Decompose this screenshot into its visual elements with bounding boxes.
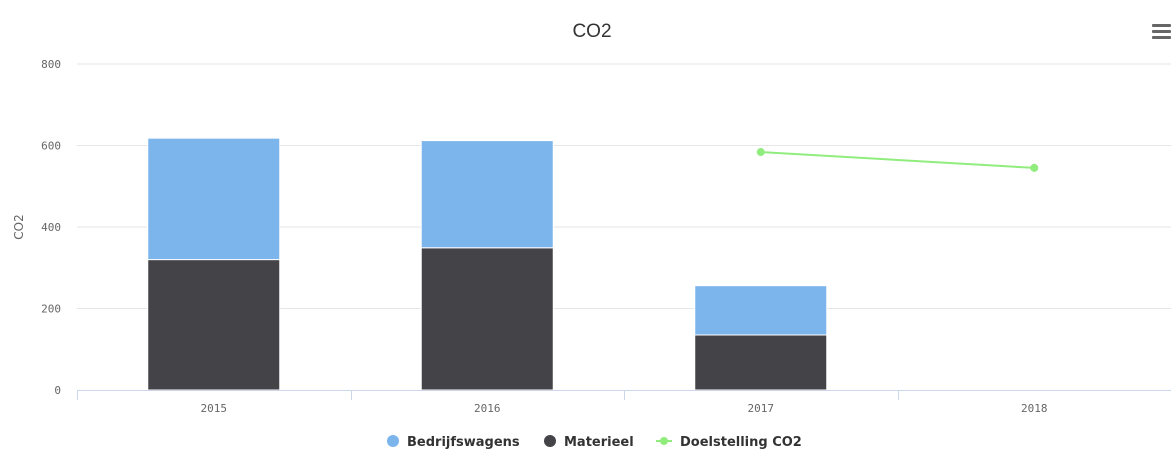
x-tick-label: 2016 (474, 402, 501, 415)
chart-menu-button[interactable] (1152, 24, 1171, 42)
y-axis-title: CO2 (12, 214, 26, 239)
bar-bedrijfswagens-2017 (694, 285, 828, 336)
legend-marker (387, 435, 399, 447)
line-point (756, 148, 765, 157)
bar-series (147, 137, 828, 391)
bar-materieel-2017 (694, 334, 828, 391)
line-point (1030, 163, 1039, 172)
bar-bedrijfswagens-2016 (420, 140, 554, 249)
bar-materieel-2015 (147, 259, 281, 391)
x-tick-label: 2018 (1021, 402, 1048, 415)
legend-marker (660, 437, 668, 445)
y-axis-tick-labels: 0 200 400 600 800 (41, 58, 61, 397)
line-series (756, 148, 1039, 172)
legend-label: Doelstelling CO2 (680, 435, 802, 450)
y-tick-label: 400 (41, 221, 61, 234)
chart-title: CO2 (572, 21, 611, 42)
x-tick-label: 2017 (748, 402, 775, 415)
y-tick-label: 0 (54, 384, 61, 397)
legend-label: Materieel (564, 435, 634, 450)
line-doelstelling-co2 (760, 151, 1035, 169)
legend[interactable]: Bedrijfswagens Materieel Doelstelling CO2 (387, 435, 802, 450)
legend-label: Bedrijfswagens (407, 435, 520, 450)
y-tick-label: 800 (41, 58, 61, 71)
legend-marker (544, 435, 556, 447)
x-tick-label: 2015 (201, 402, 228, 415)
x-axis: 2015 2016 2017 2018 (77, 390, 1171, 415)
bar-bedrijfswagens-2015 (147, 137, 281, 261)
hamburger-menu-icon (1152, 24, 1171, 39)
y-tick-label: 600 (41, 140, 61, 153)
bar-materieel-2016 (420, 247, 554, 391)
y-tick-label: 200 (41, 303, 61, 316)
